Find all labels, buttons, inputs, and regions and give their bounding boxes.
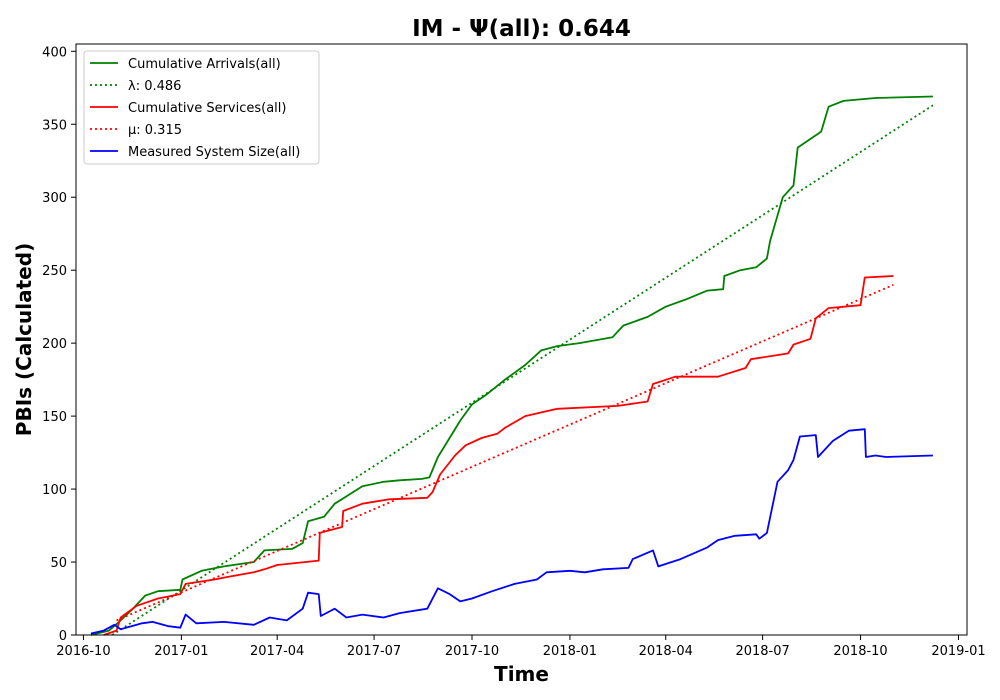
- x-tick-label: 2017-07: [347, 644, 401, 659]
- y-tick-label: 0: [59, 629, 67, 644]
- x-tick-label: 2018-07: [735, 644, 789, 659]
- x-tick-label: 2018-04: [639, 644, 693, 659]
- y-tick-label: 350: [42, 118, 67, 133]
- series-line-5: [90, 428, 933, 635]
- series-line-3: [103, 275, 894, 636]
- legend-box: [83, 50, 320, 165]
- x-tick-label: 2018-10: [833, 644, 887, 659]
- x-axis: 2016-10 2017-01 2017-04 2017-07 2017-10 2018-…: [56, 635, 986, 659]
- y-axis-title: PBIs (Calculated): [12, 243, 36, 436]
- series-line-2: [111, 104, 934, 636]
- legend-label-3: Cumulative Services(all): [128, 101, 286, 116]
- plot-area: [75, 43, 968, 636]
- y-tick-label: 100: [42, 483, 67, 498]
- chart-title: IM - Ψ(all): 0.644: [412, 16, 631, 42]
- legend-label-1: Cumulative Arrivals(all): [128, 57, 281, 72]
- legend-label-4: μ: 0.315: [128, 123, 182, 138]
- series-line-1: [90, 95, 933, 636]
- x-tick-label: 2018-01: [543, 644, 597, 659]
- x-tick-label: 2017-01: [154, 644, 208, 659]
- y-tick-label: 150: [42, 410, 67, 425]
- legend: Cumulative Arrivals(all) λ: 0.486 Cumulati…: [83, 50, 320, 165]
- y-tick-label: 200: [42, 337, 67, 352]
- plot-frame: [75, 43, 968, 636]
- y-tick-label: 50: [50, 556, 67, 571]
- y-axis: 0 50 100 150 200 250 300 350 400: [42, 45, 76, 644]
- x-tick-label: 2017-10: [445, 644, 499, 659]
- y-tick-label: 400: [42, 45, 67, 60]
- legend-label-5: Measured System Size(all): [128, 145, 300, 160]
- legend-label-2: λ: 0.486: [128, 79, 181, 94]
- x-tick-label: 2019-01: [931, 644, 985, 659]
- x-axis-title: Time: [494, 662, 549, 686]
- x-tick-label: 2017-04: [250, 644, 304, 659]
- y-tick-label: 250: [42, 264, 67, 279]
- series-line-4: [116, 283, 894, 622]
- x-tick-label: 2016-10: [56, 644, 110, 659]
- y-tick-label: 300: [42, 191, 67, 206]
